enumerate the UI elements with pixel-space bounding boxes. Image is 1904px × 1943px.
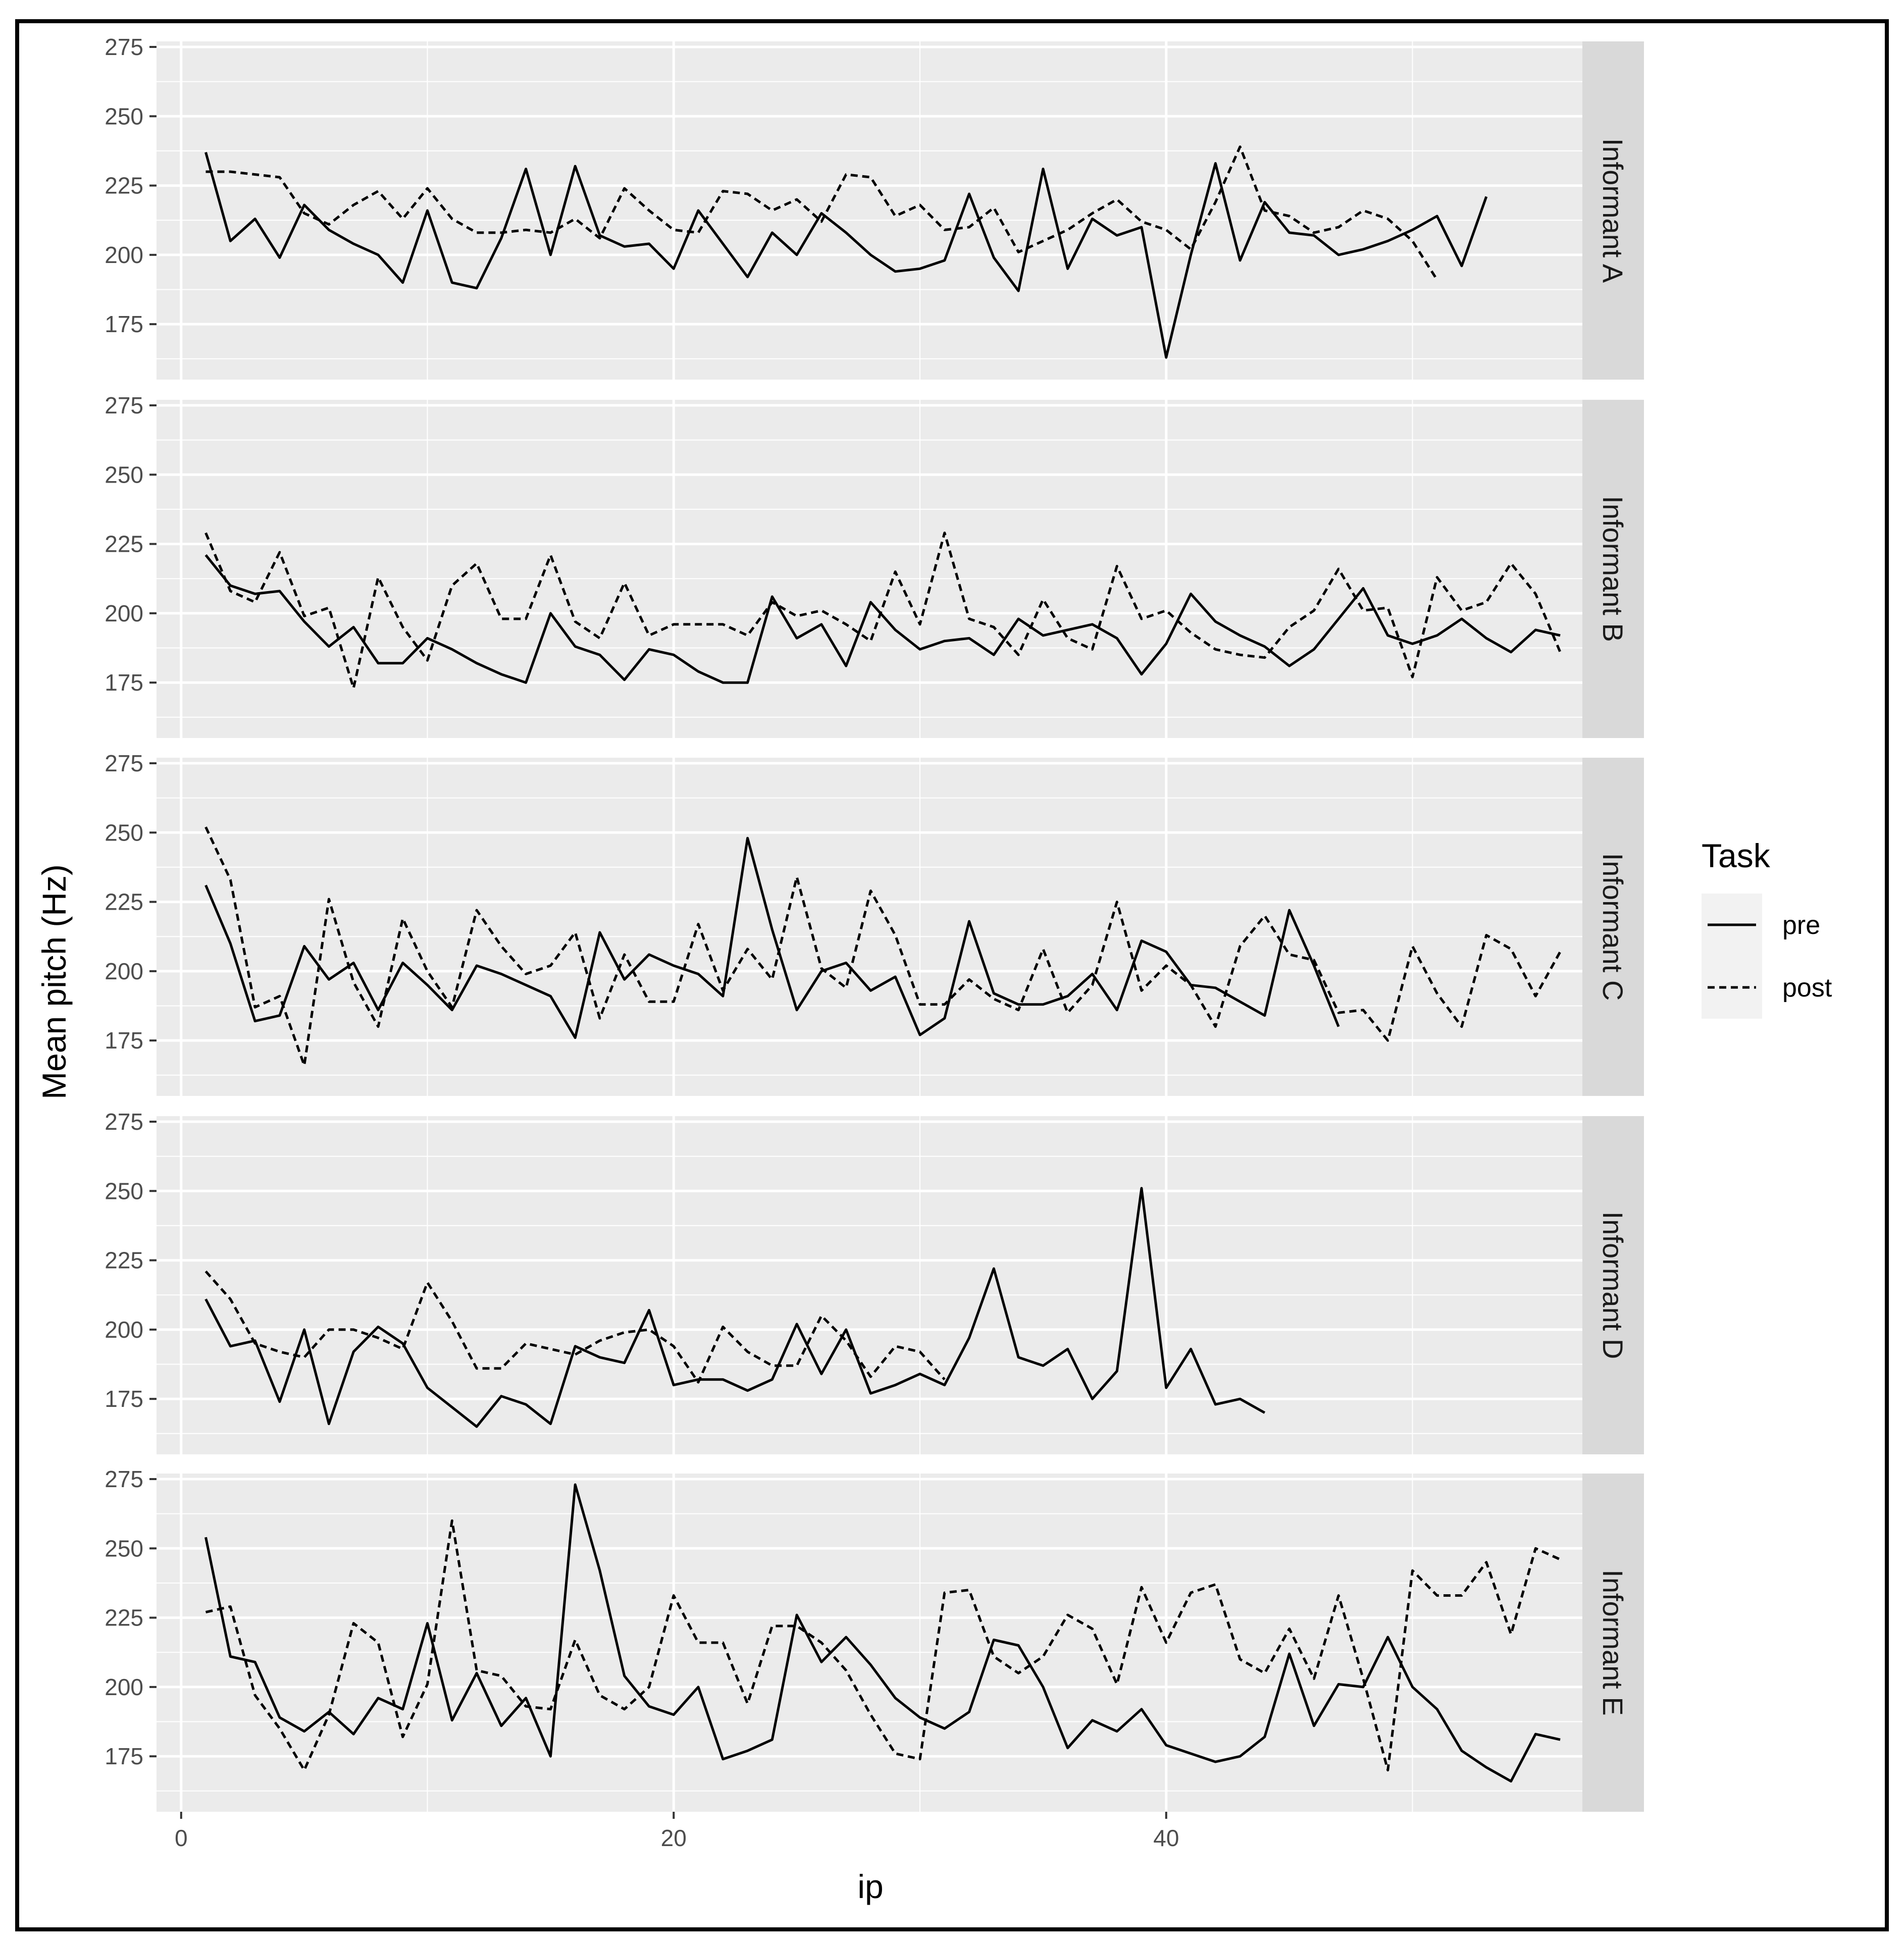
facet-panel: 175 200 225 250 275 Informant E [105, 1466, 1644, 1812]
y-tick-label: 175 [105, 1743, 143, 1769]
y-tick-label: 225 [105, 531, 143, 557]
y-tick-label: 250 [105, 819, 143, 846]
y-tick-label: 175 [105, 1027, 143, 1054]
facet-strip [1582, 1474, 1644, 1812]
panel-background [157, 1116, 1582, 1454]
y-tick-label: 200 [105, 242, 143, 268]
y-tick-label: 200 [105, 600, 143, 626]
facet-strip-label: Informant C [1597, 853, 1629, 1001]
y-tick-label: 225 [105, 173, 143, 199]
y-tick-label: 250 [105, 103, 143, 129]
panel-background [157, 400, 1582, 738]
facet-strip-label: Informant D [1597, 1212, 1629, 1359]
panel-background [157, 758, 1582, 1096]
series-line-post [204, 532, 1562, 690]
x-tick-label: 40 [1153, 1825, 1179, 1851]
series-line-pre [204, 554, 1561, 684]
series-line-post [204, 1270, 946, 1384]
y-tick-label: 200 [105, 1674, 143, 1700]
facet-strip-label: Informant A [1597, 138, 1629, 283]
facet-strip [1582, 41, 1644, 380]
y-tick-label: 225 [105, 1247, 143, 1274]
facet-panel: 175 200 225 250 275 Informant A [105, 34, 1644, 380]
legend-title: Task [1702, 837, 1771, 874]
panel-background [157, 41, 1582, 380]
x-axis-title: ip [857, 1868, 883, 1905]
series-line-post [204, 826, 1562, 1067]
y-tick-label: 275 [105, 392, 143, 418]
series-line-pre [204, 1483, 1561, 1783]
series-line-post [205, 1519, 1561, 1772]
series-line-pre [204, 836, 1340, 1039]
y-tick-label: 200 [105, 958, 143, 984]
legend: Task pre post [1702, 837, 1832, 1019]
x-tick-label: 0 [175, 1825, 188, 1851]
facet-panel: 175 200 225 250 275 Informant C [105, 750, 1644, 1096]
y-tick-label: 200 [105, 1317, 143, 1343]
y-tick-label: 250 [105, 1178, 143, 1204]
facet-strip-label: Informant E [1597, 1569, 1629, 1715]
series-line-post [205, 145, 1438, 281]
y-tick-label: 275 [105, 1109, 143, 1135]
y-tick-label: 275 [105, 1466, 143, 1492]
x-axis: 0 20 40 [175, 1812, 1179, 1851]
facet-strip-label: Informant B [1597, 496, 1629, 642]
y-tick-label: 275 [105, 34, 143, 60]
y-axis-title: Mean pitch (Hz) [35, 864, 73, 1099]
legend-label-post: post [1782, 973, 1832, 1003]
facet-strip [1582, 1116, 1644, 1454]
y-tick-label: 175 [105, 669, 143, 696]
facet-panel: 175 200 225 250 275 Informant B [105, 392, 1644, 738]
panels-layer: 175 200 225 250 275 Informant A 175 200 225 250 27… [105, 34, 1644, 1812]
y-tick-label: 175 [105, 311, 143, 337]
y-tick-label: 175 [105, 1386, 143, 1412]
y-tick-label: 250 [105, 461, 143, 488]
facet-strip [1582, 400, 1644, 738]
facet-panel: 175 200 225 250 275 Informant D [105, 1109, 1644, 1454]
facet-strip [1582, 758, 1644, 1096]
y-tick-label: 250 [105, 1535, 143, 1561]
y-tick-label: 275 [105, 750, 143, 776]
legend-label-pre: pre [1782, 911, 1820, 940]
panel-background [157, 1474, 1582, 1812]
y-tick-label: 225 [105, 1605, 143, 1631]
series-line-pre [204, 1187, 1266, 1428]
x-tick-label: 20 [661, 1825, 687, 1851]
y-tick-label: 225 [105, 889, 143, 915]
